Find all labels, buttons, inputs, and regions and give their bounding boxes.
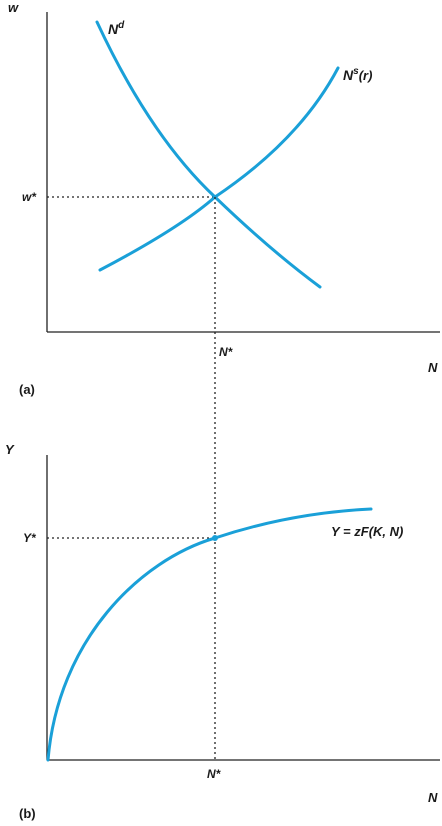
panel-a-equilibrium-employment-label: N* bbox=[219, 345, 234, 359]
panel-b-label: (b) bbox=[19, 806, 36, 821]
labor-demand-label-superscript: d bbox=[118, 20, 125, 31]
panel-b: Y N Y* N* Y = zF(K, N) (b) bbox=[5, 442, 440, 821]
panel-a-x-axis-label: N bbox=[428, 360, 438, 375]
labor-demand-label: Nd bbox=[108, 20, 125, 37]
panel-a-label: (a) bbox=[19, 382, 35, 397]
equilibrium-wage-label: w* bbox=[22, 190, 37, 204]
labor-supply-label: Ns(r) bbox=[343, 66, 372, 83]
production-function-label: Y = zF(K, N) bbox=[331, 524, 403, 539]
panel-b-x-axis-label: N bbox=[428, 790, 438, 805]
panel-a: w N w* N* Nd Ns(r) (a) bbox=[8, 0, 440, 397]
labor-supply-label-base: N bbox=[343, 67, 354, 83]
labor-supply-curve bbox=[98, 66, 340, 272]
labor-supply-label-superscript: s bbox=[353, 66, 359, 77]
panel-b-y-axis-label: Y bbox=[5, 442, 15, 457]
production-function-curve bbox=[46, 507, 373, 762]
equilibrium-output-label: Y* bbox=[23, 531, 37, 545]
panel-a-y-axis-label: w bbox=[8, 0, 19, 15]
panel-b-equilibrium-employment-label: N* bbox=[207, 767, 222, 781]
labor-demand-label-base: N bbox=[108, 21, 119, 37]
labor-supply-label-argument: (r) bbox=[359, 68, 373, 83]
labor-demand-curve bbox=[95, 20, 322, 289]
production-equilibrium-point bbox=[212, 535, 218, 541]
